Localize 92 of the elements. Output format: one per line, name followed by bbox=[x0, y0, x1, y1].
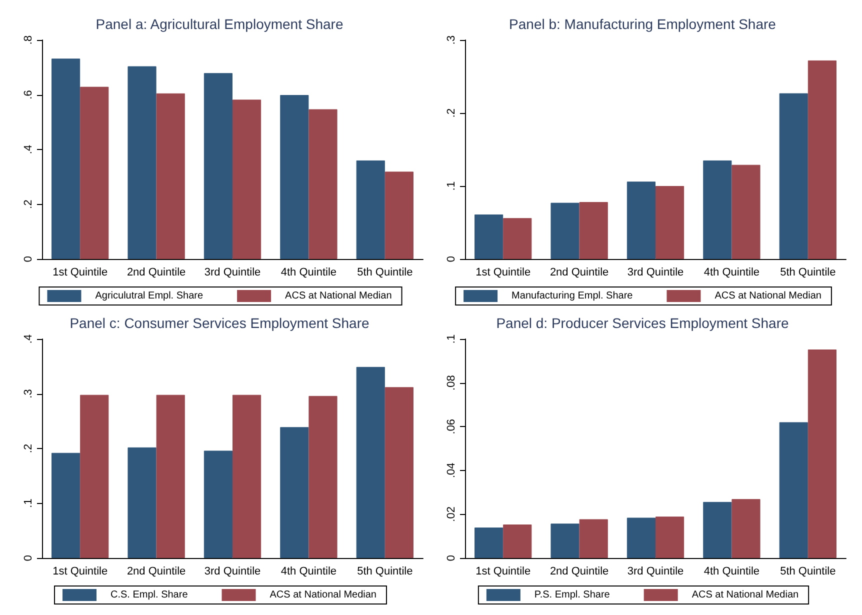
legend-label: P.S. Empl. Share bbox=[534, 590, 610, 600]
x-tick-label: 3rd Quintile bbox=[627, 566, 684, 578]
x-tick-label: 4th Quintile bbox=[280, 566, 337, 578]
bar bbox=[232, 100, 262, 259]
bar bbox=[308, 396, 338, 558]
bar bbox=[232, 394, 262, 558]
y-tick-label: .06 bbox=[446, 418, 458, 434]
y-tick-label: .3 bbox=[22, 389, 34, 398]
bar bbox=[128, 66, 156, 259]
y-tick-label: .1 bbox=[22, 498, 34, 508]
y-tick-label: .8 bbox=[22, 35, 34, 45]
bar bbox=[52, 452, 80, 558]
bar bbox=[808, 350, 836, 558]
bar bbox=[550, 202, 580, 259]
bar bbox=[474, 528, 504, 558]
y-tick-label: .08 bbox=[446, 375, 458, 390]
x-tick-label: 4th Quintile bbox=[280, 266, 337, 278]
x-tick-label: 1st Quintile bbox=[52, 266, 108, 278]
chart-title: Panel c: Consumer Services Employment Share bbox=[70, 315, 370, 331]
legend-label: ACS at National Median bbox=[285, 290, 392, 302]
bar bbox=[656, 186, 684, 259]
y-tick-label: .2 bbox=[446, 108, 458, 118]
bar bbox=[474, 214, 504, 259]
y-tick-label: .2 bbox=[22, 444, 34, 454]
x-tick-label: 1st Quintile bbox=[52, 566, 108, 578]
bar bbox=[80, 394, 109, 558]
bar bbox=[356, 366, 385, 558]
legend-label: ACS at National Median bbox=[692, 590, 799, 600]
y-tick-label: 0 bbox=[446, 554, 458, 562]
y-tick-label: .6 bbox=[22, 90, 34, 100]
x-tick-label: 5th Quintile bbox=[780, 266, 836, 278]
bar bbox=[703, 160, 732, 259]
bar bbox=[626, 518, 656, 558]
bar bbox=[204, 73, 232, 259]
bar bbox=[579, 202, 608, 259]
bar bbox=[384, 172, 414, 259]
bar bbox=[204, 450, 232, 558]
legend-label: C.S. Empl. Share bbox=[110, 590, 188, 600]
x-tick-label: 5th Quintile bbox=[357, 266, 413, 278]
x-tick-label: 4th Quintile bbox=[704, 266, 760, 278]
legend-label: Manufacturing Empl. Share bbox=[512, 290, 634, 302]
x-tick-label: 4th Quintile bbox=[704, 566, 760, 578]
bar bbox=[384, 387, 414, 558]
x-tick-label: 2nd Quintile bbox=[126, 266, 186, 278]
bar bbox=[128, 447, 156, 558]
bar bbox=[808, 60, 836, 259]
x-tick-label: 2nd Quintile bbox=[126, 566, 186, 578]
bar bbox=[732, 164, 760, 259]
bar bbox=[156, 93, 185, 259]
legend-label: ACS at National Median bbox=[270, 590, 376, 600]
x-tick-label: 2nd Quintile bbox=[550, 566, 609, 578]
chart-title: Panel d: Producer Services Employment Share bbox=[496, 315, 789, 331]
bar bbox=[52, 58, 80, 259]
y-tick-label: 0 bbox=[22, 554, 34, 562]
y-tick-label: .1 bbox=[446, 334, 458, 344]
bar bbox=[156, 394, 185, 558]
legend-label: Agriculutral Empl. Share bbox=[95, 290, 204, 302]
bar bbox=[80, 86, 109, 259]
bar bbox=[280, 427, 309, 558]
y-tick-label: .4 bbox=[22, 334, 34, 344]
x-tick-label: 2nd Quintile bbox=[550, 266, 609, 278]
y-tick-label: .1 bbox=[446, 181, 458, 191]
chart-title: Panel a: Agricultural Employment Share bbox=[96, 16, 344, 32]
bar bbox=[779, 93, 808, 259]
bar bbox=[550, 524, 580, 558]
bar bbox=[626, 182, 656, 259]
y-tick-label: .04 bbox=[446, 462, 458, 478]
bar bbox=[503, 524, 532, 558]
bar bbox=[280, 95, 309, 259]
y-tick-label: .3 bbox=[446, 35, 458, 45]
y-tick-label: .2 bbox=[22, 200, 34, 209]
bar bbox=[703, 502, 732, 558]
bar bbox=[579, 519, 608, 558]
x-tick-label: 3rd Quintile bbox=[204, 266, 261, 278]
bar bbox=[779, 422, 808, 558]
y-tick-label: 0 bbox=[22, 256, 34, 262]
x-tick-label: 5th Quintile bbox=[780, 566, 836, 578]
x-tick-label: 1st Quintile bbox=[476, 266, 531, 278]
x-tick-label: 3rd Quintile bbox=[627, 266, 684, 278]
bar bbox=[308, 109, 338, 259]
bar bbox=[732, 499, 760, 558]
chart-title: Panel b: Manufacturing Employment Share bbox=[509, 16, 776, 32]
x-tick-label: 3rd Quintile bbox=[204, 566, 261, 578]
x-tick-label: 5th Quintile bbox=[357, 566, 413, 578]
bar bbox=[356, 160, 385, 259]
y-tick-label: .02 bbox=[446, 506, 458, 522]
bar bbox=[503, 218, 532, 259]
legend-label: ACS at National Median bbox=[714, 290, 822, 302]
bar bbox=[656, 516, 684, 558]
y-tick-label: 0 bbox=[446, 256, 458, 262]
y-tick-label: .4 bbox=[22, 144, 34, 154]
x-tick-label: 1st Quintile bbox=[476, 566, 531, 578]
